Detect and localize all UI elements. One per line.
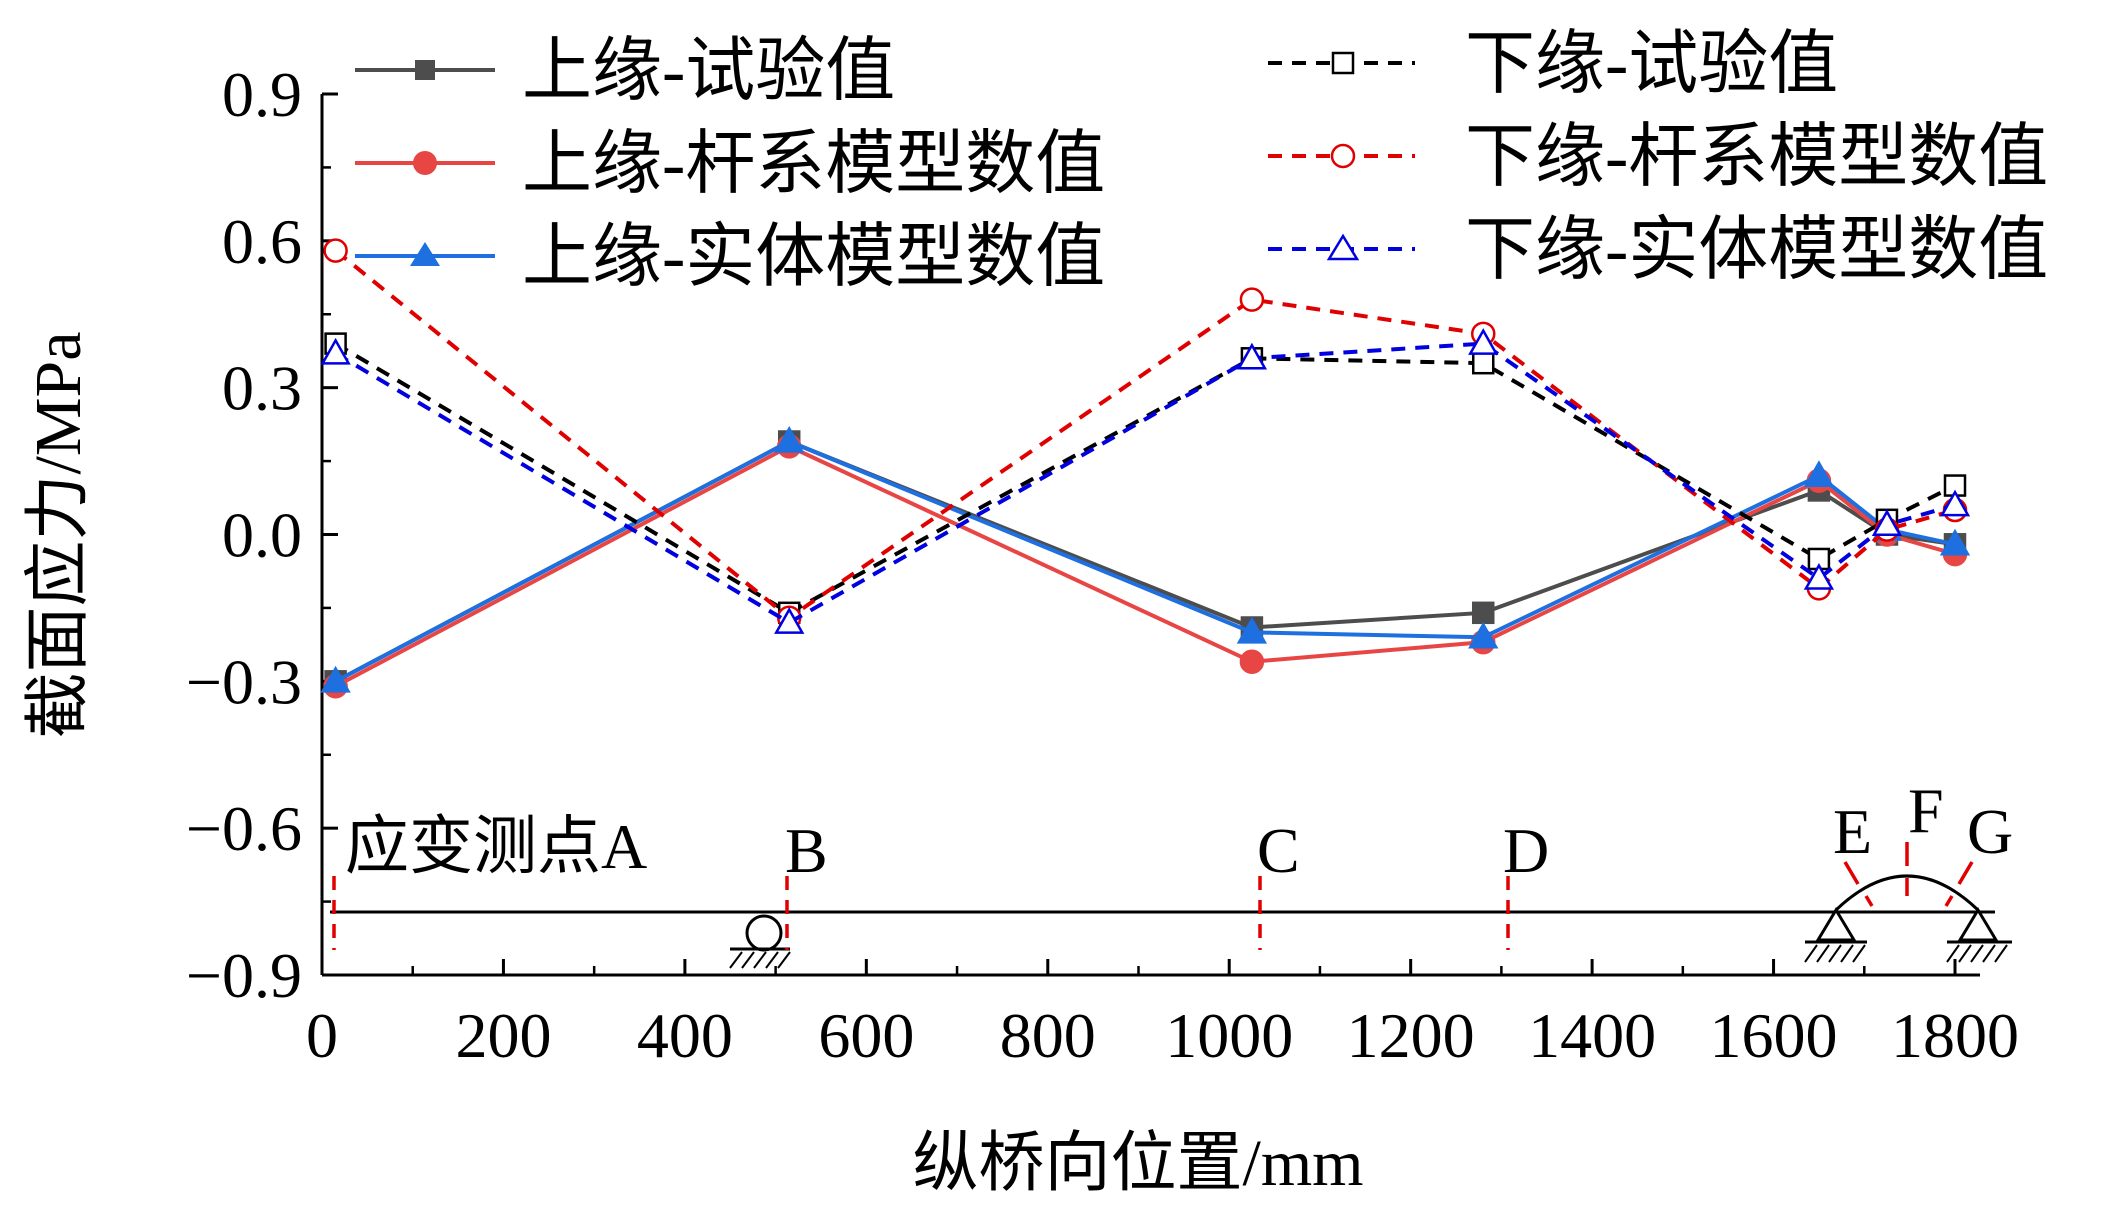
data-point-bot_frame (323, 238, 348, 263)
x-tick-label: 600 (818, 1000, 914, 1071)
x-tick-label: 1400 (1528, 1000, 1656, 1071)
x-tick-label: 1800 (1891, 1000, 2019, 1071)
series-line-top_test (334, 439, 1956, 684)
legend-label-top-test: 上缘-试验值 (522, 33, 895, 110)
data-point-bot_solid (1871, 509, 1903, 536)
legend-item-top-test: 上缘-试验值 (355, 33, 895, 110)
series-line-top_frame (334, 444, 1956, 688)
data-point-top_frame (1239, 649, 1265, 675)
x-axis-label: 纵桥向位置/mm (912, 1127, 1363, 1200)
data-point-top_solid (1468, 621, 1499, 649)
legend-item-bot-frame: 下缘-杆系模型数值 (1268, 119, 2048, 196)
data-point-bot_solid (774, 607, 805, 634)
point-label-a: 应变测点A (345, 811, 647, 882)
legend-label-bot-test: 下缘-试验值 (1465, 26, 1838, 103)
legend: 上缘-试验值 上缘-杆系模型数值 上缘-实体模型数值 下缘-试验值 下缘-杆系模… (355, 26, 2048, 296)
data-point-top_solid (320, 665, 351, 693)
series-line-bot_test (334, 341, 1956, 616)
arch-right-pin-support-icon (1957, 907, 1999, 942)
x-tick-label: 1200 (1347, 1000, 1475, 1071)
point-label-g: G (1967, 796, 2013, 867)
strain-gauge-markers (332, 842, 1974, 950)
y-tick-label: −0.9 (186, 940, 302, 1011)
bridge-schematic: 应变测点A B C D E F G (330, 775, 2013, 969)
roller-support-hatch (729, 951, 791, 969)
y-tick-label: −0.6 (186, 793, 302, 864)
axes: 0 200 400 600 800 1000 1200 1400 1600 1800 0.9 0.6… (186, 59, 2019, 1071)
legend-item-bot-solid: 下缘-实体模型数值 (1268, 212, 2048, 289)
data-point-bot_test (1471, 351, 1495, 375)
series-line-top_solid (334, 439, 1956, 684)
series-layer (320, 238, 1971, 699)
gauge-marker-g2 (1944, 895, 1954, 907)
x-tick-label: 1600 (1710, 1000, 1838, 1071)
legend-item-top-frame: 上缘-杆系模型数值 (355, 126, 1105, 203)
y-tick-label: 0.6 (222, 206, 302, 277)
legend-label-top-solid: 上缘-实体模型数值 (522, 219, 1105, 296)
gauge-marker-g (1957, 861, 1974, 885)
arch-left-support-hatch (1804, 944, 1866, 963)
data-point-bot_solid (1468, 328, 1499, 355)
series-bot_frame (323, 238, 1968, 630)
data-point-top_solid (1236, 616, 1268, 644)
data-point-bot_solid (1236, 342, 1268, 370)
x-tick-label: 200 (455, 1000, 551, 1071)
y-axis-label: 截面应力/MPa (22, 331, 95, 738)
arch-curve (1834, 874, 1980, 912)
legend-label-bot-solid: 下缘-实体模型数值 (1465, 212, 2048, 289)
data-point-top_solid (1939, 528, 1971, 556)
y-tick-label: −0.3 (186, 646, 302, 717)
data-point-top_solid (1803, 460, 1835, 488)
data-point-bot_frame (1239, 287, 1265, 312)
data-point-top_test (1471, 601, 1495, 625)
series-bot_solid (320, 328, 1971, 634)
data-point-top_solid (774, 425, 805, 453)
legend-item-top-solid: 上缘-实体模型数值 (355, 219, 1105, 296)
x-tick-label: 400 (637, 1000, 733, 1071)
x-tick-label: 1000 (1165, 1000, 1293, 1071)
legend-label-bot-frame: 下缘-杆系模型数值 (1465, 119, 2048, 196)
gauge-marker-e2 (1864, 895, 1874, 907)
point-label-d: D (1503, 815, 1549, 886)
series-line-bot_frame (334, 249, 1956, 621)
data-point-bot_solid (1803, 563, 1835, 590)
y-tick-label: 0.3 (222, 353, 302, 424)
x-tick-label: 0 (306, 1000, 338, 1071)
gauge-marker-e (1843, 861, 1860, 885)
point-label-f: F (1908, 775, 1944, 846)
arch-left-pin-support-icon (1815, 907, 1857, 942)
arch-right-support-hatch (1946, 944, 2008, 963)
data-point-bot_solid (1939, 489, 1971, 517)
legend-item-bot-test: 下缘-试验值 (1268, 26, 1838, 103)
series-top_solid (320, 425, 1971, 693)
data-point-bot_solid (320, 337, 351, 365)
legend-label-top-frame: 上缘-杆系模型数值 (522, 126, 1105, 203)
y-tick-label: 0.0 (222, 500, 302, 571)
series-top_frame (323, 434, 1968, 699)
series-bot_test (324, 332, 1967, 625)
x-tick-label: 800 (1000, 1000, 1096, 1071)
point-label-e: E (1833, 796, 1872, 867)
y-tick-label: 0.9 (222, 59, 302, 130)
roller-support-icon (745, 914, 783, 952)
point-label-c: C (1257, 815, 1300, 886)
series-line-bot_solid (334, 341, 1956, 625)
point-label-b: B (785, 815, 828, 886)
